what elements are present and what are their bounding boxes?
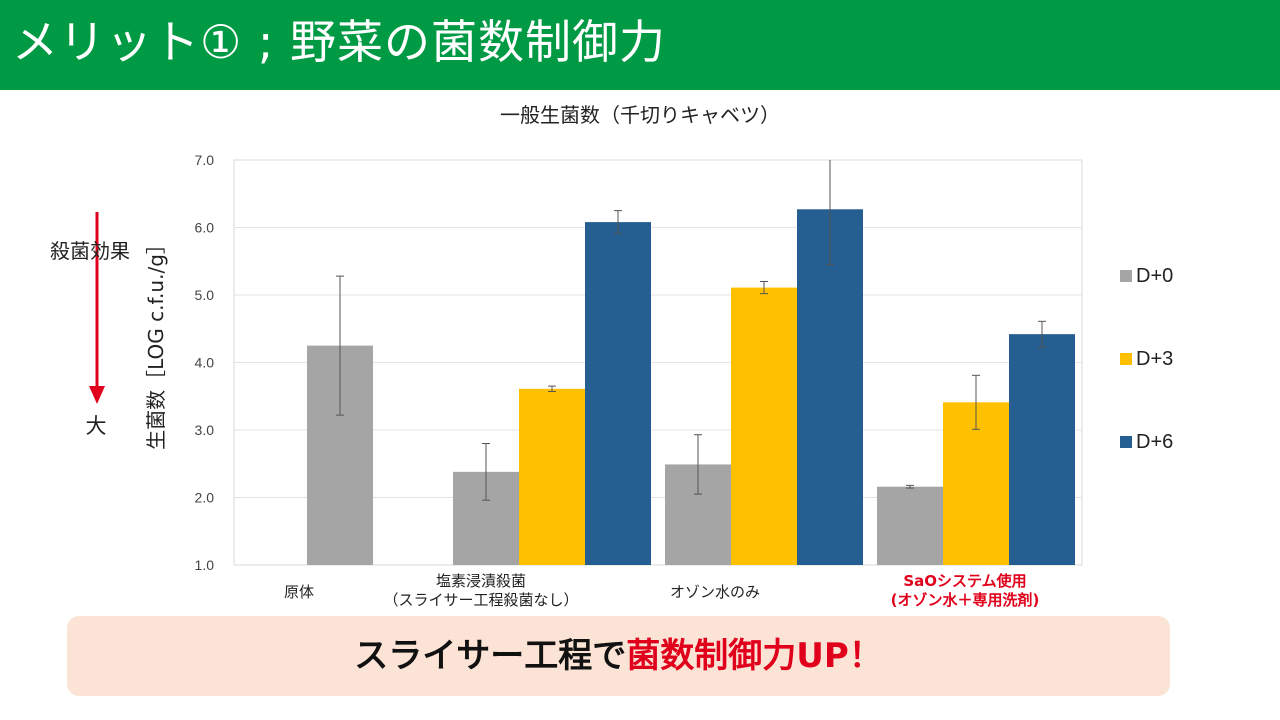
legend-item-d3: D+3 [1120, 345, 1260, 373]
conclusion-text: スライサー工程で菌数制御力UP！ [67, 616, 1170, 696]
category-label-line: 原体 [283, 583, 314, 601]
category-label-raw: 原体 [234, 583, 364, 602]
category-label-line: SaOシステム使用 [903, 572, 1027, 590]
category-label-chlorine: 塩素浸漬殺菌 （スライサー工程殺菌なし） [366, 572, 596, 610]
conclusion-highlight: 菌数制御力UP！ [626, 636, 883, 676]
y-tick-label: 6.0 [195, 220, 215, 236]
legend-item-d6: D+6 [1120, 428, 1260, 456]
y-tick-label: 1.0 [195, 557, 215, 573]
legend-swatch-d3 [1120, 353, 1132, 365]
legend-label-d6: D+6 [1136, 431, 1174, 453]
y-tick-label: 2.0 [195, 490, 215, 506]
y-tick-label: 5.0 [195, 287, 215, 303]
category-label-sao: SaOシステム使用 (オゾン水＋専用洗剤) [850, 572, 1080, 610]
category-label-line: オゾン水のみ [669, 583, 760, 601]
bar [1009, 334, 1075, 565]
bar [585, 222, 651, 565]
bar [731, 287, 797, 565]
slide-title: メリット① ; 野菜の菌数制御力 [12, 15, 666, 69]
bar [877, 486, 943, 565]
y-tick-label: 4.0 [195, 355, 215, 371]
legend-label-d0: D+0 [1136, 265, 1174, 287]
category-label-line: 塩素浸漬殺菌 [435, 572, 526, 590]
sterilization-effect-label: 殺菌効果 [50, 239, 130, 263]
y-tick-label: 3.0 [195, 422, 215, 438]
y-axis-label: 生菌数［LOG c.f.u./g］ [144, 234, 168, 450]
category-label-line: (オゾン水＋専用洗剤) [890, 591, 1040, 609]
conclusion-banner: スライサー工程で菌数制御力UP！ [67, 616, 1170, 696]
bar [519, 388, 585, 565]
category-label-ozone: オゾン水のみ [600, 583, 830, 602]
bar [797, 209, 863, 565]
legend-item-d0: D+0 [1120, 262, 1260, 290]
legend-swatch-d0 [1120, 270, 1132, 282]
legend-swatch-d6 [1120, 436, 1132, 448]
category-label-line: （スライサー工程殺菌なし） [383, 591, 579, 609]
y-tick-label: 7.0 [195, 152, 215, 168]
legend-label-d3: D+3 [1136, 348, 1174, 370]
chart-title: 一般生菌数（千切りキャベツ） [500, 103, 780, 127]
large-label: 大 [85, 414, 107, 438]
effect-arrow-icon [89, 212, 105, 404]
conclusion-main: スライサー工程で [354, 636, 627, 676]
title-bar: メリット① ; 野菜の菌数制御力 [0, 0, 1280, 90]
